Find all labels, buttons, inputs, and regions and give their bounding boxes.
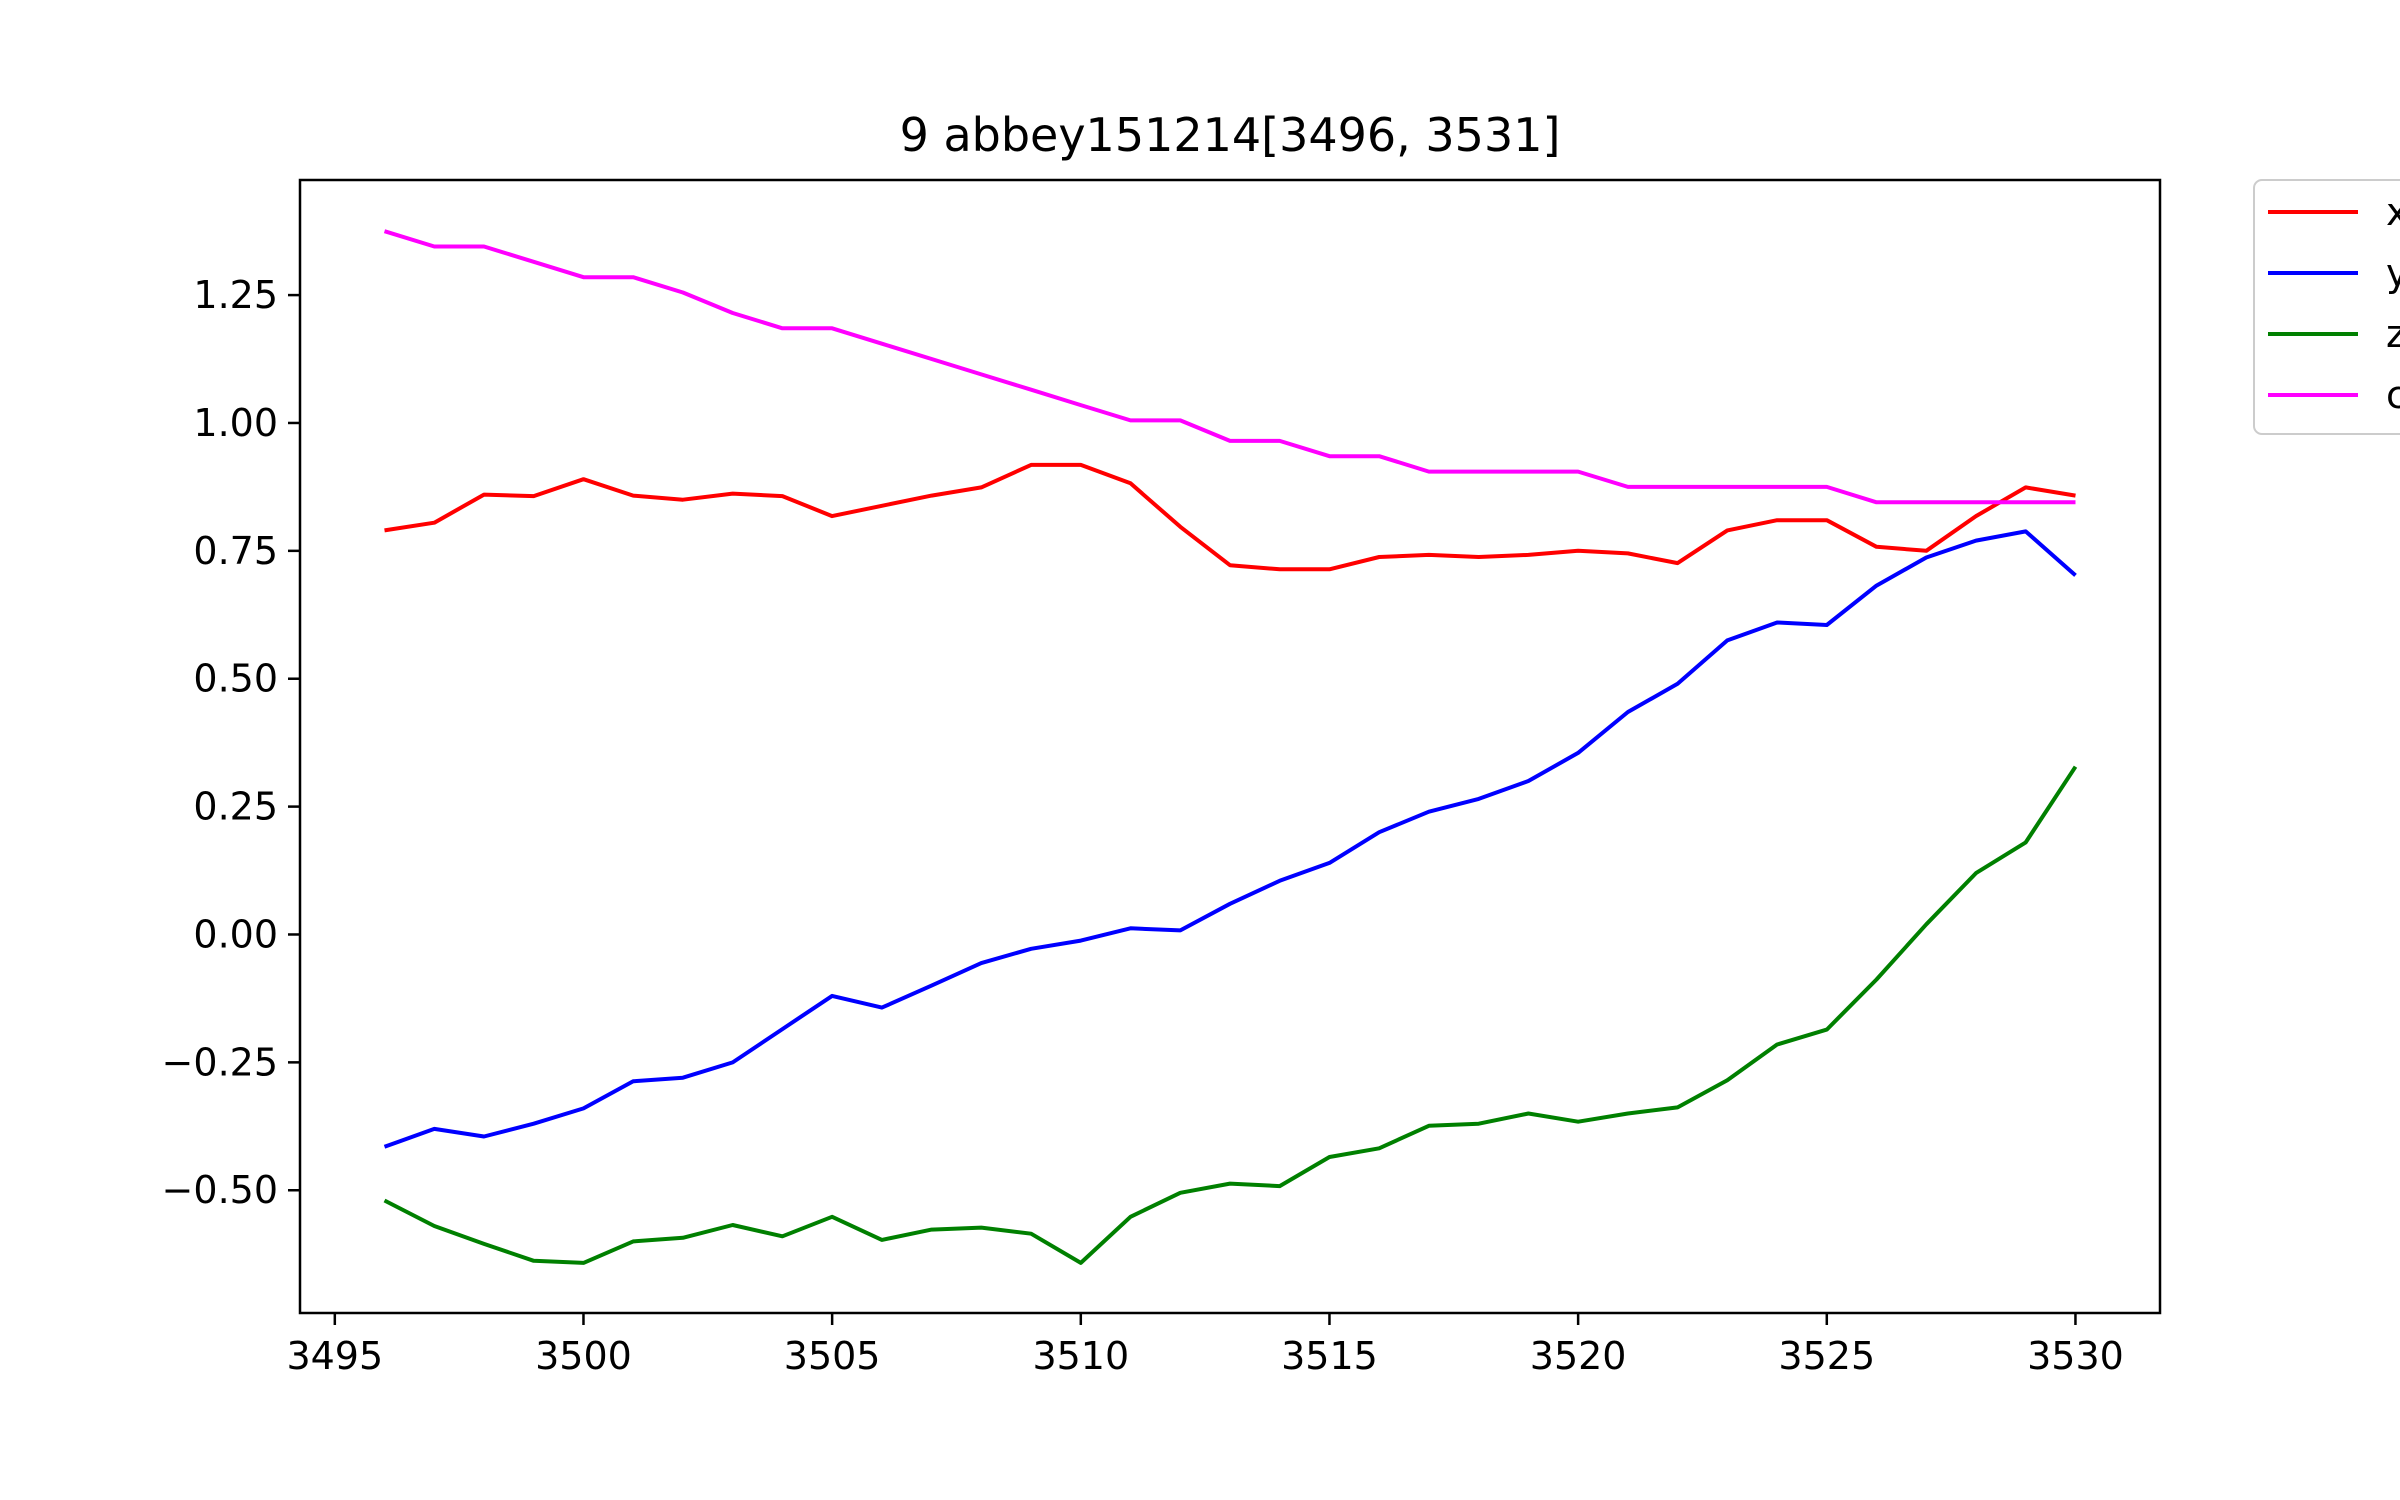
series-line-x [384, 462, 2076, 572]
x-tick-label: 3530 [2027, 1334, 2124, 1378]
legend-label-z: z [2386, 312, 2400, 356]
x-axis: 3495 3500 3505 3510 3515 3520 3525 3530 [286, 1313, 2124, 1378]
y-tick-label: 0.25 [193, 785, 278, 829]
y-tick-label: 1.00 [193, 401, 278, 445]
plot-area-frame [298, 178, 2162, 1315]
legend-frame [2253, 179, 2400, 435]
x-tick-label: 3525 [1778, 1334, 1875, 1378]
series-line-z [383, 765, 2078, 1265]
x-tick-label: 3520 [1530, 1334, 1627, 1378]
x-tick-label: 3495 [286, 1334, 383, 1378]
x-tick-label: 3515 [1281, 1334, 1378, 1378]
series-line-c [383, 229, 2076, 505]
legend-label-x: x [2386, 190, 2400, 234]
x-tick-label: 3505 [784, 1334, 881, 1378]
x-tick-label: 3500 [535, 1334, 632, 1378]
chart-title: 9 abbey151214[3496, 3531] [900, 108, 1561, 162]
y-tick-label: 1.25 [193, 273, 278, 317]
y-tick-label: 0.00 [193, 912, 278, 956]
y-tick-label: −0.25 [162, 1040, 278, 1084]
y-axis: −0.50 −0.25 0.00 0.25 0.50 0.75 1.00 1.25 [162, 273, 300, 1212]
y-tick-label: −0.50 [162, 1168, 278, 1212]
series-layer [383, 229, 2078, 1265]
series-line-y [383, 529, 2077, 1149]
x-tick-label: 3510 [1032, 1334, 1129, 1378]
y-tick-label: 0.75 [193, 529, 278, 573]
y-tick-label: 0.50 [193, 657, 278, 701]
legend-label-y: y [2386, 251, 2400, 295]
legend-label-c: c [2386, 373, 2400, 417]
